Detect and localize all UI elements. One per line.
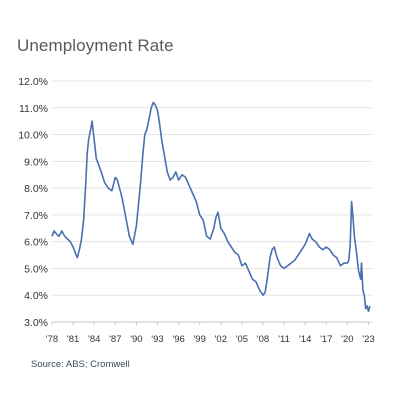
y-tick-label: 6.0%	[24, 237, 48, 249]
y-tick-label: 11.0%	[19, 103, 48, 115]
y-tick-label: 12.0%	[18, 76, 48, 88]
x-tick-label: '93	[151, 334, 163, 345]
x-tick-label: '23	[362, 334, 374, 345]
chart-title: Unemployment Rate	[17, 36, 174, 55]
y-axis-ticks: 3.0% 4.0% 5.0% 6.0% 7.0% 8.0% 9.0% 10.0% 11.0% 12…	[18, 76, 48, 329]
series-line	[51, 101, 371, 313]
x-tick-label: '05	[236, 334, 248, 345]
x-tick-label: '90	[130, 334, 142, 345]
y-tick-label: 4.0%	[24, 290, 48, 302]
x-tick-label: '96	[172, 334, 184, 345]
x-tick-label: '78	[46, 334, 58, 345]
x-tick-label: '14	[299, 334, 311, 345]
x-tick-label: '08	[257, 334, 269, 345]
y-tick-label: 8.0%	[24, 183, 48, 195]
source-note: Source: ABS; Cromwell	[31, 359, 130, 370]
y-tick-label: 9.0%	[24, 156, 48, 168]
x-tick-label: '84	[88, 334, 100, 345]
y-tick-label: 10.0%	[18, 130, 48, 142]
y-tick-label: 3.0%	[24, 317, 48, 329]
x-tick-label: '81	[67, 334, 79, 345]
x-tick-label: '17	[320, 334, 332, 345]
y-tick-label: 7.0%	[24, 210, 48, 222]
x-tick-label: '99	[193, 334, 205, 345]
x-tick-label: '02	[215, 334, 227, 345]
x-tick-label: '11	[278, 334, 290, 345]
series-layer	[51, 101, 371, 313]
x-tick-label: '20	[341, 334, 353, 345]
x-axis-ticks: '78 '81 '84 '87 '90 '93 '96 '99 '02 '05 '08 '11 '14 '…	[46, 322, 375, 345]
y-tick-label: 5.0%	[24, 263, 48, 275]
gridlines	[52, 80, 372, 323]
x-tick-label: '87	[109, 334, 121, 345]
